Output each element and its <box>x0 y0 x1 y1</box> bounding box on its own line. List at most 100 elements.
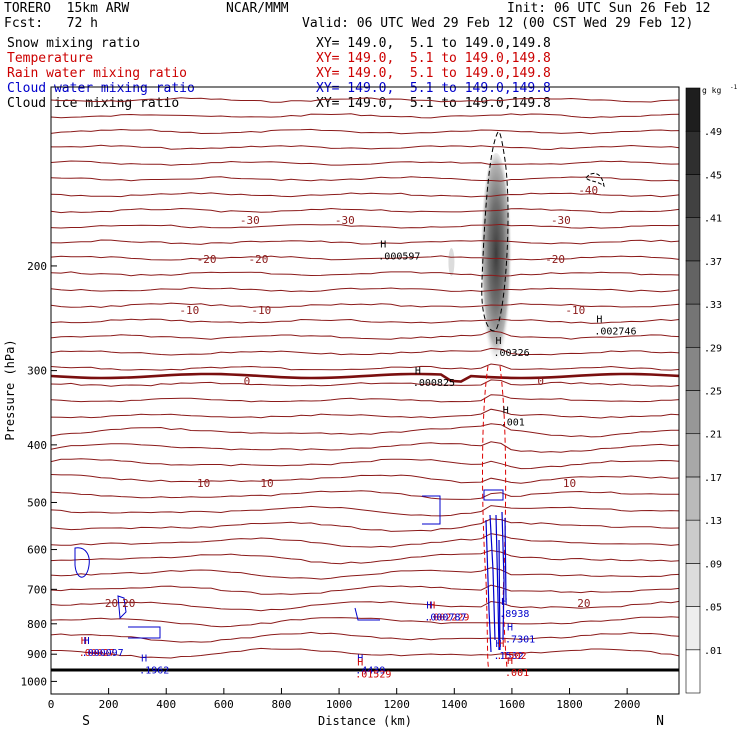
colorbar-cell <box>685 606 701 651</box>
colorbar-label: .09 <box>704 559 722 570</box>
cloud-water-contour <box>485 511 507 653</box>
y-tick-label: 900 <box>27 648 47 661</box>
temperature-label: 20 <box>577 597 590 610</box>
forecast-hour: Fcst: 72 h <box>4 16 98 31</box>
snow-shading <box>480 153 513 377</box>
max-value-label: .1962 <box>139 665 169 676</box>
max-marker: H <box>357 657 363 668</box>
max-marker: H <box>81 636 87 647</box>
north-label: N <box>656 714 664 729</box>
x-tick-label: 1600 <box>499 698 526 711</box>
temperature-contour <box>51 408 679 419</box>
x-axis-label: Distance (km) <box>318 714 412 728</box>
temperature-contour <box>51 347 679 356</box>
temperature-contour <box>51 255 679 261</box>
colorbar-cell <box>685 260 701 305</box>
temperature-contour <box>51 505 679 517</box>
legend-label: Cloud water mixing ratio <box>7 81 195 96</box>
colorbar-cell <box>685 563 701 607</box>
legend-xy: XY= 149.0, 5.1 to 149.0,149.8 <box>316 81 551 96</box>
temperature-label: 10 <box>260 477 273 490</box>
x-tick-label: 2000 <box>614 698 641 711</box>
legend-xy: XY= 149.0, 5.1 to 149.0,149.8 <box>316 36 551 51</box>
colorbar-cell <box>685 390 701 435</box>
max-value-label: .000597 <box>378 252 420 263</box>
x-tick-label: 1200 <box>383 698 410 711</box>
legend-label: Cloud ice mixing ratio <box>7 96 180 111</box>
temperature-label: -20 <box>545 253 565 266</box>
max-marker: H <box>507 656 513 667</box>
max-marker: H <box>357 653 363 664</box>
zero-isotherm <box>51 372 679 383</box>
cloud-water-contour <box>483 489 504 501</box>
temperature-contour <box>51 128 679 135</box>
temperature-contour <box>51 113 679 119</box>
south-label: S <box>82 714 90 729</box>
colorbar-label: .05 <box>704 603 722 614</box>
temperature-label: -10 <box>251 304 271 317</box>
colorbar-cell <box>685 519 701 564</box>
colorbar-cell <box>685 346 701 391</box>
colorbar-label: .33 <box>704 300 722 311</box>
cloud-ice-contour <box>481 131 509 332</box>
max-value-label: .002746 <box>594 327 636 338</box>
cloud-water-contour <box>128 626 161 639</box>
temperature-contour <box>51 379 679 387</box>
max-value-label: .000787 <box>424 612 466 623</box>
colorbar-label: .21 <box>704 430 722 441</box>
max-marker: H <box>498 639 504 650</box>
max-value-label: .002229 <box>427 612 469 623</box>
init-time: Init: 06 UTC Sun 26 Feb 12 <box>507 1 711 16</box>
cloud-water-contour <box>117 595 127 620</box>
x-tick-label: 200 <box>99 698 119 711</box>
plot-frame <box>50 86 680 695</box>
temperature-label: -20 <box>197 253 217 266</box>
model-title: TORERO 15km ARW <box>4 1 130 16</box>
legend-label: Rain water mixing ratio <box>7 66 188 81</box>
max-marker: H <box>415 366 421 377</box>
colorbar-label: .45 <box>704 170 722 181</box>
max-value-label: .00027 <box>79 648 115 659</box>
temperature-contour <box>51 223 679 229</box>
temperature-contour <box>51 330 679 340</box>
x-tick-label: 1000 <box>326 698 353 711</box>
max-value-label: .000097 <box>82 648 124 659</box>
colorbar-cell <box>685 217 701 262</box>
max-marker: H <box>496 639 502 650</box>
temperature-contour <box>51 192 679 198</box>
max-value-label: .7301 <box>505 634 535 645</box>
legend-label: Temperature <box>7 51 94 66</box>
max-value-label: .000825 <box>413 378 455 389</box>
x-tick-label: 1800 <box>556 698 583 711</box>
y-tick-label: 600 <box>27 544 47 557</box>
y-tick-label: 700 <box>27 583 47 596</box>
colorbar-cell <box>685 174 701 218</box>
y-tick-label: 800 <box>27 618 47 631</box>
colorbar-label: .17 <box>704 473 722 484</box>
colorbar-cell <box>685 303 701 348</box>
temperature-label: -30 <box>240 214 260 227</box>
max-marker: H <box>507 622 513 633</box>
colorbar-label: .41 <box>704 214 722 225</box>
temperature-contour <box>51 567 679 580</box>
temperature-contour <box>51 144 679 151</box>
temperature-contour <box>51 631 679 643</box>
snow-shading <box>448 248 455 276</box>
colorbar-cell <box>685 130 701 175</box>
temperature-contour <box>51 239 679 245</box>
max-marker: H <box>84 636 90 647</box>
max-value-label: .1532 <box>494 651 524 662</box>
max-value-label: .8938 <box>499 609 529 620</box>
temperature-contour <box>51 647 679 659</box>
temperature-label: 0 <box>537 375 544 388</box>
legend-xy: XY= 149.0, 5.1 to 149.0,149.8 <box>316 51 551 66</box>
temperature-label: -20 <box>248 253 268 266</box>
colorbar-cell <box>685 433 701 478</box>
y-tick-label: 500 <box>27 496 47 509</box>
x-tick-label: 0 <box>48 698 55 711</box>
y-tick-label: 200 <box>27 260 47 273</box>
legend-xy: XY= 149.0, 5.1 to 149.0,149.8 <box>316 66 551 81</box>
temperature-label: 20 <box>105 597 118 610</box>
x-tick-label: 400 <box>156 698 176 711</box>
